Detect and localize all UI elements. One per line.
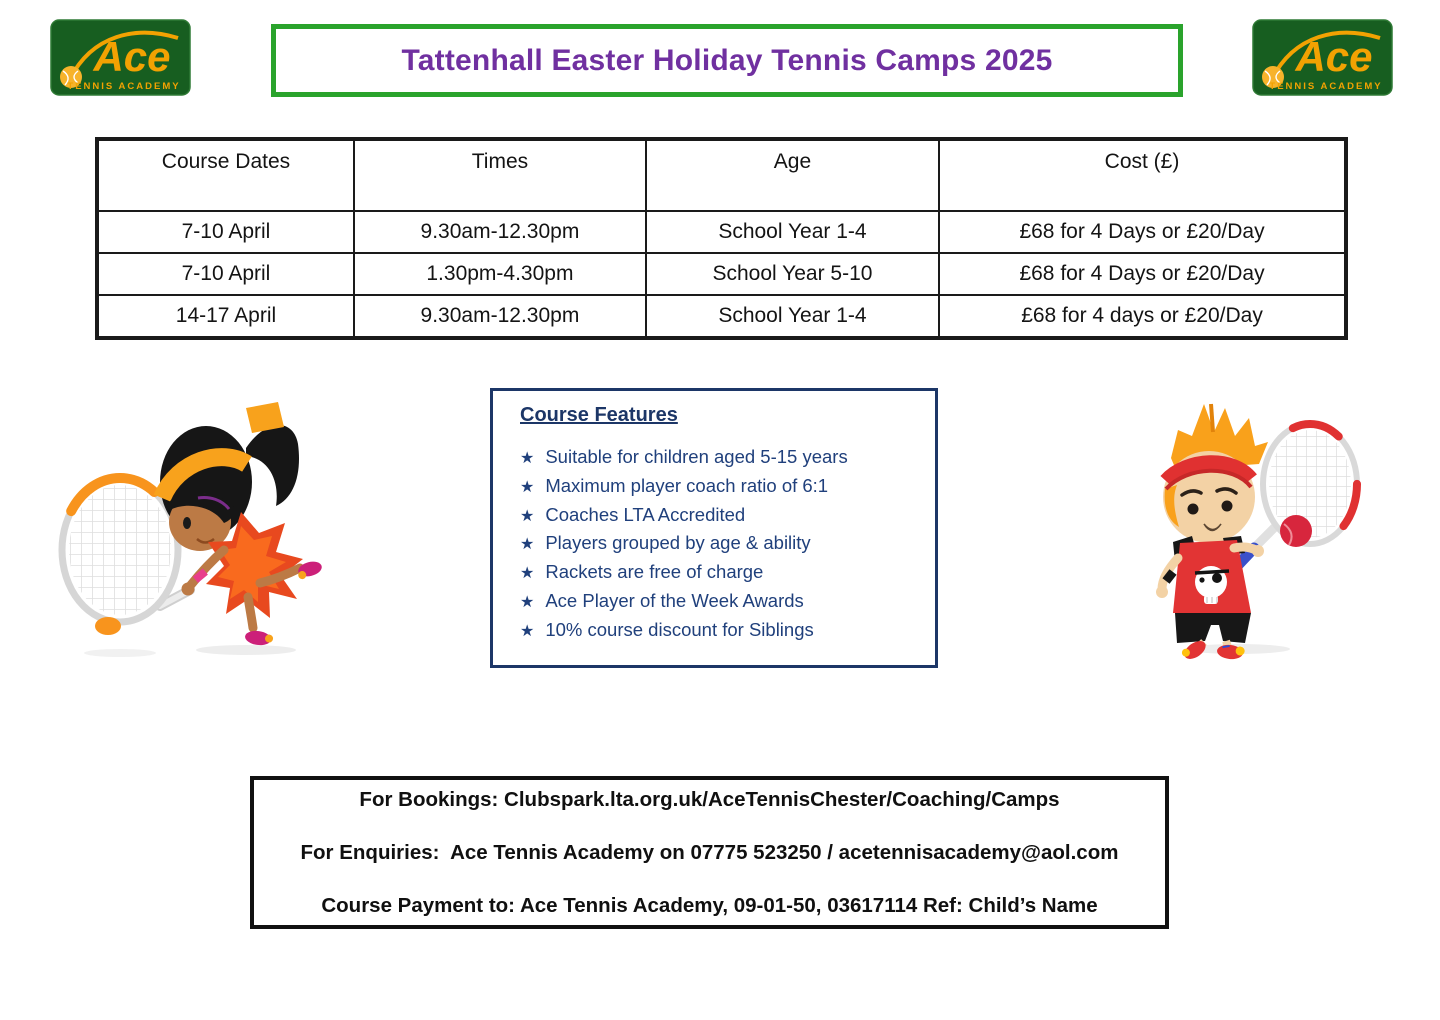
ace-tennis-academy-logo: Ace TENNIS ACADEMY xyxy=(50,19,191,96)
feature-item: ★ Suitable for children aged 5-15 years xyxy=(520,446,848,467)
payment-line: Course Payment to: Ace Tennis Academy, 0… xyxy=(321,893,1098,917)
boy-shorts xyxy=(1175,613,1251,643)
cell-times: 9.30am-12.30pm xyxy=(352,294,647,339)
cell-cost: £68 for 4 days or £20/Day xyxy=(938,294,1347,339)
star-bullet-icon: ★ xyxy=(520,478,535,496)
cell-dates: 7-10 April xyxy=(96,210,355,254)
feature-item: ★ Coaches LTA Accredited xyxy=(520,503,746,525)
table-row: 7-10 April 1.30pm-4.30pm School Year 5-1… xyxy=(96,252,1347,296)
cell-cost: £68 for 4 Days or £20/Day xyxy=(938,210,1347,254)
girl-arm xyxy=(185,545,229,591)
logo-background xyxy=(50,19,191,96)
header-cost: Cost (£) xyxy=(938,138,1347,212)
wristband xyxy=(1162,569,1177,584)
flyer-title-box: Tattenhall Easter Holiday Tennis Camps 2… xyxy=(271,24,1183,97)
logo-wordmark: Ace xyxy=(1294,33,1372,80)
cell-dates: 7-10 April xyxy=(96,252,355,296)
course-schedule-table: Course Dates Times Age Cost (£) 7-10 Apr… xyxy=(95,137,1348,340)
logo-subtitle: TENNIS ACADEMY xyxy=(67,81,180,92)
table-row: 14-17 April 9.30am-12.30pm School Year 1… xyxy=(96,294,1347,339)
cell-times: 1.30pm-4.30pm xyxy=(352,252,647,296)
feature-item: ★ Rackets are free of charge xyxy=(520,561,764,583)
girl-head xyxy=(153,402,300,551)
ace-tennis-academy-logo: Ace TENNIS ACADEMY xyxy=(1252,19,1393,96)
tennis-ball-icon xyxy=(1280,515,1312,547)
header-age: Age xyxy=(644,138,941,212)
feature-item: ★ Players grouped by age & ability xyxy=(520,532,811,554)
star-bullet-icon: ★ xyxy=(520,450,535,467)
boy-shoe xyxy=(1181,641,1206,659)
boy-tennis-player-illustration xyxy=(1156,403,1361,660)
girl-shoe xyxy=(245,630,274,646)
girl-leg xyxy=(243,592,258,633)
cell-dates: 14-17 April xyxy=(96,294,355,339)
logo-wordmark: Ace xyxy=(92,33,170,80)
course-features-title: Course Features xyxy=(520,404,678,426)
star-bullet-icon: ★ xyxy=(520,593,535,611)
enquiries-line: For Enquiries: Ace Tennis Academy on 077… xyxy=(300,840,1119,864)
page-title: Tattenhall Easter Holiday Tennis Camps 2… xyxy=(401,43,1053,77)
feature-item: ★ Maximum player coach ratio of 6:1 xyxy=(520,474,829,496)
bookings-line: For Bookings: Clubspark.lta.org.uk/AceTe… xyxy=(359,787,1060,811)
feature-item: ★ Ace Player of the Week Awards xyxy=(520,589,804,611)
girl-tennis-player-illustration xyxy=(57,402,322,657)
star-bullet-icon: ★ xyxy=(520,507,535,525)
girl-shoe xyxy=(298,561,322,580)
feature-item: ★ 10% course discount for Siblings xyxy=(520,618,814,640)
cell-times: 9.30am-12.30pm xyxy=(352,210,647,254)
course-features-box: Course Features ★ Suitable for children a… xyxy=(490,388,938,668)
ground-shadow xyxy=(196,645,296,655)
header-times: Times xyxy=(352,138,647,212)
logo-subtitle: TENNIS ACADEMY xyxy=(1269,81,1382,92)
tennis-racket-icon xyxy=(57,473,195,635)
contact-info-box: For Bookings: Clubspark.lta.org.uk/AceTe… xyxy=(250,776,1169,929)
star-bullet-icon: ★ xyxy=(520,622,535,640)
logo-swoosh xyxy=(68,30,179,80)
star-bullet-icon: ★ xyxy=(520,565,535,583)
header-course-dates: Course Dates xyxy=(96,138,355,212)
cell-cost: £68 for 4 Days or £20/Day xyxy=(938,252,1347,296)
cell-age: School Year 5-10 xyxy=(644,252,941,296)
boy-head xyxy=(1160,403,1268,543)
boy-shoe xyxy=(1217,644,1245,660)
cell-age: School Year 1-4 xyxy=(644,210,941,254)
girl-leg xyxy=(255,563,305,588)
boy-shirt xyxy=(1173,536,1251,613)
table-header-row: Course Dates Times Age Cost (£) xyxy=(96,138,1347,212)
cell-age: School Year 1-4 xyxy=(644,294,941,339)
star-bullet-icon: ★ xyxy=(520,536,535,554)
table-row: 7-10 April 9.30am-12.30pm School Year 1-… xyxy=(96,210,1347,254)
wristband xyxy=(192,568,208,583)
logo-swoosh xyxy=(1270,30,1381,80)
